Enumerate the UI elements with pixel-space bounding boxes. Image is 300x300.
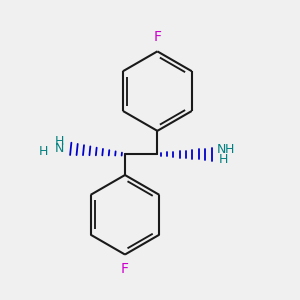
Text: H: H — [55, 135, 64, 148]
Text: N: N — [55, 142, 64, 155]
Text: F: F — [121, 262, 129, 276]
Text: H: H — [39, 145, 48, 158]
Text: F: F — [153, 30, 161, 44]
Text: H: H — [225, 143, 235, 157]
Text: H: H — [219, 153, 229, 166]
Text: N: N — [216, 143, 226, 157]
